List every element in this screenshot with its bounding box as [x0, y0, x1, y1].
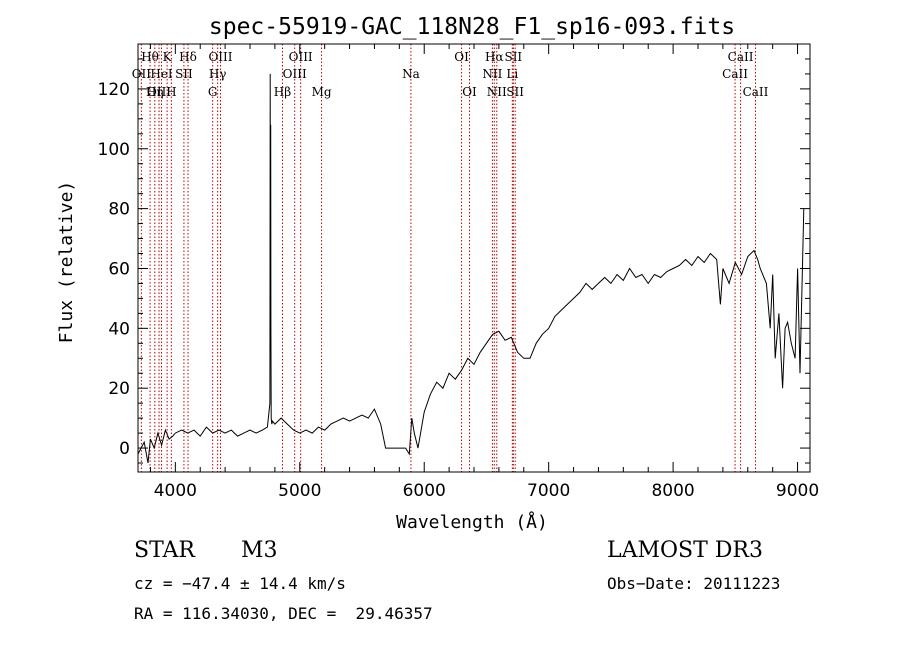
x-tick-label: 9000 — [776, 481, 819, 501]
y-axis-ticks: 0 20 40 60 80 100 120 — [98, 58, 810, 464]
spectral-line-label: Li — [506, 67, 518, 81]
spectral-line-label: Hη — [146, 85, 164, 99]
redshift-value: cz = −47.4 ± 14.4 km/s — [134, 574, 346, 593]
spectral-line-label: Hβ — [274, 85, 291, 99]
object-class: STAR — [134, 538, 195, 563]
y-tick-label: 80 — [108, 200, 130, 220]
spectral-line-label: OIII — [208, 50, 232, 64]
spectral-line-label: NII — [487, 85, 507, 99]
observation-date: Obs−Date: 20111223 — [607, 574, 781, 593]
spectral-line-label: SII — [504, 50, 522, 64]
spectral-line-label: Hδ — [179, 50, 197, 64]
spectral-line-label: G — [208, 85, 218, 99]
spectral-line-label: OIII — [289, 50, 313, 64]
y-tick-label: 60 — [108, 259, 130, 279]
y-tick-label: 20 — [108, 379, 130, 399]
y-tick-label: 100 — [98, 140, 130, 160]
object-subclass: M3 — [241, 538, 278, 563]
coordinates: RA = 116.34030, DEC = 29.46357 — [134, 604, 433, 623]
spectral-line-label: Hα — [485, 50, 504, 64]
survey-name: LAMOST DR3 — [607, 538, 763, 563]
spectrum-line — [137, 73, 805, 464]
spectral-line-label: CaII — [722, 67, 748, 81]
spectral-line-label: OIII — [283, 67, 307, 81]
x-tick-label: 6000 — [403, 481, 446, 501]
spectral-line-label: H — [166, 85, 176, 99]
chart-title: spec-55919-GAC_118N28_F1_sp16-093.fits — [209, 14, 735, 40]
spectral-line-label: Hγ — [209, 67, 227, 81]
y-axis-label: Flux (relative) — [56, 181, 77, 344]
spectral-line-label: OI — [462, 85, 477, 99]
y-tick-label: 120 — [98, 80, 130, 100]
y-tick-label: 0 — [119, 439, 130, 459]
spectral-line-label: HeI — [150, 67, 173, 81]
x-axis-label: Wavelength (Å) — [396, 511, 548, 533]
x-tick-label: 7000 — [527, 481, 570, 501]
spectral-line-label: NII — [482, 67, 502, 81]
spectral-line-label: OI — [454, 50, 469, 64]
spectral-line-markers — [140, 44, 756, 472]
y-tick-label: 40 — [108, 319, 130, 339]
spectral-line-label: CaII — [728, 50, 754, 64]
x-tick-label: 8000 — [651, 481, 694, 501]
x-axis-ticks: 4000 5000 6000 7000 8000 9000 — [149, 44, 819, 501]
spectral-line-label: CaII — [743, 85, 769, 99]
x-tick-label: 5000 — [278, 481, 321, 501]
spectral-line-label: K — [163, 50, 173, 64]
spectral-line-labels: HθOIIOIIIHηKHeIHSIIHδGHγOIIIHβOIIIOIIIMg… — [132, 50, 769, 99]
spectral-line-label: Hθ — [141, 50, 159, 64]
spectral-line-label: Na — [402, 67, 420, 81]
spectral-line-label: SII — [175, 67, 193, 81]
plot-frame — [137, 43, 811, 473]
spectral-line-label: Mg — [312, 85, 332, 99]
x-tick-label: 4000 — [154, 481, 197, 501]
spectral-line-label: OIII — [147, 85, 171, 99]
spectral-line-label: SII — [506, 85, 524, 99]
